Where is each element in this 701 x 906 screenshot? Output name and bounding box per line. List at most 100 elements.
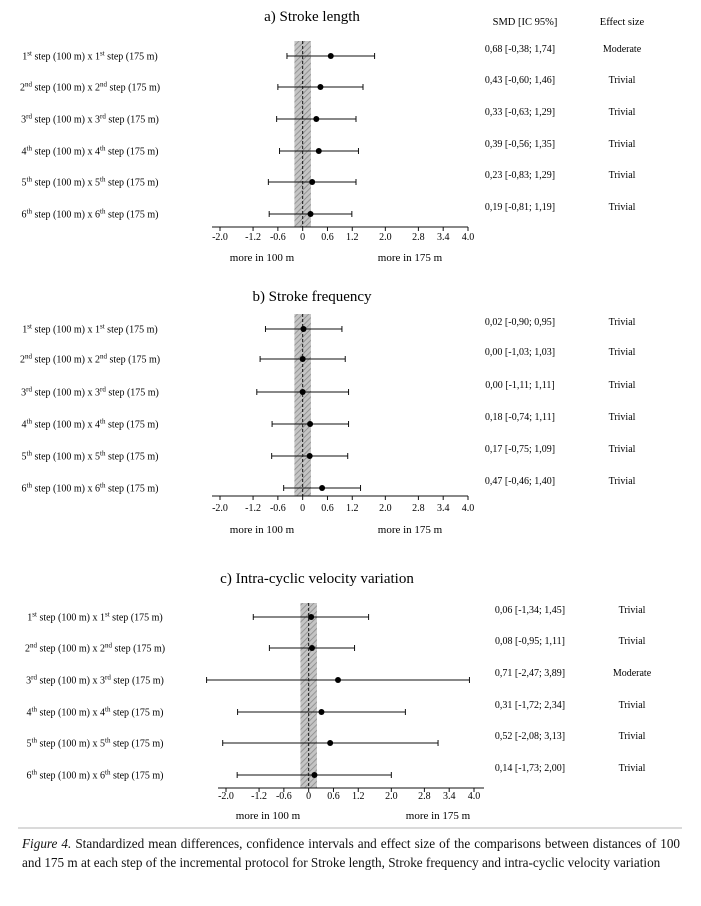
panel-title: a) Stroke length: [264, 9, 360, 25]
effect-size-label: Trivial: [609, 444, 636, 455]
panel-title: c) Intra-cyclic velocity variation: [220, 571, 414, 587]
smd-value: 0,06 [-1,34; 1,45]: [495, 605, 565, 616]
row-label: 1st step (100 m) x 1st step (175 m): [27, 611, 162, 624]
smd-value: 0,00 [-1,11; 1,11]: [485, 380, 555, 391]
row-label: 3rd step (100 m) x 3rd step (175 m): [26, 674, 164, 687]
point-estimate: [327, 53, 334, 59]
x-tick-label: -0.6: [276, 791, 292, 802]
smd-value: 0,14 [-1,73; 2,00]: [495, 763, 565, 774]
x-tick-label: 2.0: [385, 791, 398, 802]
caption-label: Figure 4.: [22, 836, 72, 851]
panel-title: b) Stroke frequency: [252, 289, 372, 305]
effect-size-label: Trivial: [609, 202, 636, 213]
row-label: 5th step (100 m) x 5th step (175 m): [22, 450, 159, 463]
effect-size-label: Trivial: [619, 605, 646, 616]
x-tick-label: 1.2: [346, 232, 359, 243]
smd-value: 0,17 [-0,75; 1,09]: [485, 444, 555, 455]
row-label: 4th step (100 m) x 4th step (175 m): [22, 145, 159, 158]
smd-value: 0,08 [-0,95; 1,11]: [495, 636, 565, 647]
smd-value: 0,47 [-0,46; 1,40]: [485, 476, 555, 487]
point-estimate: [307, 211, 314, 217]
effect-size-label: Moderate: [613, 668, 652, 679]
x-tick-label: -0.6: [270, 232, 286, 243]
x-tick-label: 4.0: [468, 791, 481, 802]
effect-size-column-header: Effect size: [600, 17, 645, 28]
effect-size-label: Trivial: [609, 139, 636, 150]
direction-label-right: more in 175 m: [378, 252, 443, 264]
x-tick-label: 2.8: [412, 503, 425, 514]
effect-size-label: Trivial: [609, 347, 636, 358]
x-tick-label: 4.0: [462, 503, 475, 514]
point-estimate: [308, 645, 315, 651]
row-label: 3rd step (100 m) x 3rd step (175 m): [21, 113, 159, 126]
point-estimate: [319, 485, 326, 491]
smd-column-header: SMD [IC 95%]: [493, 17, 558, 28]
effect-size-label: Trivial: [609, 412, 636, 423]
point-estimate: [311, 772, 318, 778]
effect-size-label: Trivial: [609, 380, 636, 391]
x-tick-label: 2.0: [379, 503, 392, 514]
x-tick-label: 2.8: [412, 232, 425, 243]
x-tick-label: -0.6: [270, 503, 286, 514]
point-estimate: [308, 614, 315, 620]
smd-value: 0,18 [-0,74; 1,11]: [485, 412, 555, 423]
direction-label-right: more in 175 m: [406, 810, 471, 822]
smd-value: 0,52 [-2,08; 3,13]: [495, 731, 565, 742]
row-label: 2nd step (100 m) x 2nd step (175 m): [20, 81, 160, 94]
x-tick-label: -2.0: [212, 232, 228, 243]
x-tick-label: 0: [300, 503, 305, 514]
direction-label-left: more in 100 m: [230, 524, 295, 536]
x-tick-label: 2.0: [379, 232, 392, 243]
row-label: 6th step (100 m) x 6th step (175 m): [27, 769, 164, 782]
caption-text: Standardized mean differences, confidenc…: [22, 836, 681, 870]
x-tick-label: 4.0: [462, 232, 475, 243]
point-estimate: [309, 179, 316, 185]
effect-size-label: Trivial: [619, 731, 646, 742]
smd-value: 0,00 [-1,03; 1,03]: [485, 347, 555, 358]
smd-value: 0,68 [-0,38; 1,74]: [485, 44, 555, 55]
point-estimate: [313, 116, 320, 122]
direction-label-left: more in 100 m: [236, 810, 301, 822]
point-estimate: [299, 356, 306, 362]
x-tick-label: 2.8: [418, 791, 431, 802]
smd-value: 0,19 [-0,81; 1,19]: [485, 202, 555, 213]
x-tick-label: 0: [306, 791, 311, 802]
effect-size-label: Trivial: [609, 75, 636, 86]
row-label: 1st step (100 m) x 1st step (175 m): [22, 50, 157, 63]
effect-size-label: Trivial: [609, 317, 636, 328]
row-label: 2nd step (100 m) x 2nd step (175 m): [25, 642, 165, 655]
row-label: 4th step (100 m) x 4th step (175 m): [27, 706, 164, 719]
x-tick-label: 3.4: [443, 791, 456, 802]
point-estimate: [307, 421, 314, 427]
smd-value: 0,23 [-0,83; 1,29]: [485, 170, 555, 181]
effect-size-label: Trivial: [619, 636, 646, 647]
x-tick-label: 3.4: [437, 503, 450, 514]
smd-value: 0,31 [-1,72; 2,34]: [495, 700, 565, 711]
effect-size-label: Trivial: [619, 700, 646, 711]
point-estimate: [335, 677, 342, 683]
x-tick-label: 0.6: [321, 503, 334, 514]
point-estimate: [300, 326, 307, 332]
x-tick-label: 0.6: [321, 232, 334, 243]
row-label: 4th step (100 m) x 4th step (175 m): [22, 418, 159, 431]
x-tick-label: 0.6: [327, 791, 340, 802]
x-tick-label: -1.2: [251, 791, 267, 802]
row-label: 5th step (100 m) x 5th step (175 m): [27, 737, 164, 750]
effect-size-label: Trivial: [609, 476, 636, 487]
direction-label-left: more in 100 m: [230, 252, 295, 264]
point-estimate: [315, 148, 322, 154]
figure-caption: Figure 4. Standardized mean differences,…: [22, 834, 680, 872]
point-estimate: [299, 389, 306, 395]
row-label: 6th step (100 m) x 6th step (175 m): [22, 208, 159, 221]
x-tick-label: 1.2: [352, 791, 365, 802]
row-label: 1st step (100 m) x 1st step (175 m): [22, 323, 157, 336]
direction-label-right: more in 175 m: [378, 524, 443, 536]
point-estimate: [317, 84, 324, 90]
point-estimate: [306, 453, 313, 459]
effect-size-label: Moderate: [603, 44, 642, 55]
effect-size-label: Trivial: [609, 170, 636, 181]
smd-value: 0,39 [-0,56; 1,35]: [485, 139, 555, 150]
x-tick-label: -1.2: [245, 503, 261, 514]
x-tick-label: -2.0: [218, 791, 234, 802]
